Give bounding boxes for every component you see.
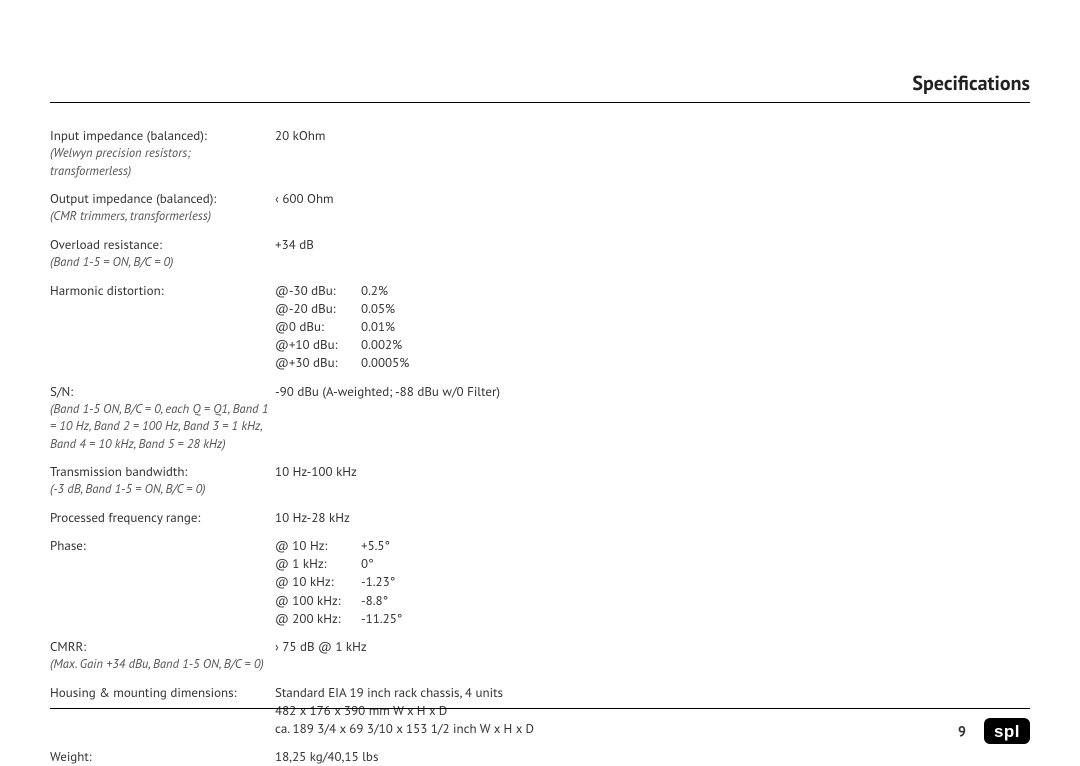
harmonic-level: @-30 dBu: [275,282,355,300]
spec-value: › 75 dB @ 1 kHz [275,638,1030,656]
spec-value: 10 Hz-28 kHz [275,509,1030,527]
spec-value: 18,25 kg/40,15 lbs [275,748,1030,766]
harmonic-level: @+30 dBu: [275,354,355,372]
harmonic-table: @-30 dBu: 0.2% @-20 dBu: 0.05% @0 dBu: 0.01… [275,282,1030,373]
spec-value: 20 kOhm [275,127,1030,145]
spec-sn: S/N: (Band 1-5 ON, B/C = 0, each Q = Q1,… [50,383,1030,454]
footer-rule [50,708,1030,709]
harmonic-value: 0.2% [361,282,1030,300]
phase-freq: @ 200 kHz: [275,610,355,628]
spec-label: Input impedance (balanced): [50,127,275,145]
phase-value: -1.23° [361,573,1030,591]
phase-freq: @ 1 kHz: [275,555,355,573]
spec-value: 10 Hz-100 kHz [275,463,1030,481]
spec-bandwidth: Transmission bandwidth: (-3 dB, Band 1-5… [50,463,1030,499]
footer: 9 spl [958,718,1030,744]
spl-logo: spl [984,718,1030,744]
spec-label: S/N: [50,383,275,401]
housing-line: 482 x 176 x 390 mm W x H x D [275,702,1030,720]
phase-freq: @ 100 kHz: [275,592,355,610]
phase-freq: @ 10 Hz: [275,537,355,555]
phase-freq: @ 10 kHz: [275,573,355,591]
phase-value: -11.25° [361,610,1030,628]
header-rule: Specifications [50,70,1030,103]
spec-label: Housing & mounting dimensions: [50,684,275,702]
spec-freq-range: Processed frequency range: 10 Hz-28 kHz [50,509,1030,527]
spec-label: Harmonic distortion: [50,282,275,300]
spec-housing: Housing & mounting dimensions: Standard … [50,684,1030,739]
spec-input-impedance: Input impedance (balanced): (Welwyn prec… [50,127,1030,180]
phase-value: +5.5° [361,537,1030,555]
harmonic-level: @+10 dBu: [275,336,355,354]
spec-value: -90 dBu (A-weighted; -88 dBu w/0 Filter) [275,383,1030,401]
spec-note: (Max. Gain +34 dBu, Band 1-5 ON, B/C = 0… [50,656,330,674]
spec-label: Transmission bandwidth: [50,463,275,481]
harmonic-value: 0.0005% [361,354,1030,372]
spec-label: Phase: [50,537,275,555]
harmonic-value: 0.01% [361,318,1030,336]
housing-line: ca. 189 3/4 x 69 3/10 x 153 1/2 inch W x… [275,720,1030,738]
spec-output-impedance: Output impedance (balanced): (CMR trimme… [50,190,1030,226]
harmonic-level: @0 dBu: [275,318,355,336]
phase-table: @ 10 Hz: +5.5° @ 1 kHz: 0° @ 10 kHz: -1.23°… [275,537,1030,628]
spec-cmrr: CMRR: (Max. Gain +34 dBu, Band 1-5 ON, B… [50,638,1030,674]
spec-note: (Band 1-5 = ON, B/C = 0) [50,254,275,272]
spec-note: (-3 dB, Band 1-5 = ON, B/C = 0) [50,481,275,499]
spec-label: Output impedance (balanced): [50,190,275,208]
spec-label: Weight: [50,748,275,766]
spec-overload: Overload resistance: (Band 1-5 = ON, B/C… [50,236,1030,272]
specifications-list: Input impedance (balanced): (Welwyn prec… [50,127,1030,766]
page-title: Specifications [50,70,1030,96]
harmonic-value: 0.002% [361,336,1030,354]
harmonic-value: 0.05% [361,300,1030,318]
phase-value: -8.8° [361,592,1030,610]
spec-harmonic: Harmonic distortion: @-30 dBu: 0.2% @-20 … [50,282,1030,373]
spec-label: CMRR: [50,638,275,656]
spec-label: Processed frequency range: [50,509,275,527]
spec-phase: Phase: @ 10 Hz: +5.5° @ 1 kHz: 0° @ 10 kHz… [50,537,1030,628]
spec-value: +34 dB [275,236,1030,254]
page-number: 9 [958,722,966,740]
spec-note: (CMR trimmers, transformerless) [50,208,275,226]
spec-weight: Weight: 18,25 kg/40,15 lbs [50,748,1030,766]
phase-value: 0° [361,555,1030,573]
spec-value: ‹ 600 Ohm [275,190,1030,208]
spec-note: (Band 1-5 ON, B/C = 0, each Q = Q1, Band… [50,401,275,454]
housing-line: Standard EIA 19 inch rack chassis, 4 uni… [275,684,1030,702]
harmonic-level: @-20 dBu: [275,300,355,318]
spec-note: (Welwyn precision resistors; transformer… [50,145,275,180]
spec-label: Overload resistance: [50,236,275,254]
